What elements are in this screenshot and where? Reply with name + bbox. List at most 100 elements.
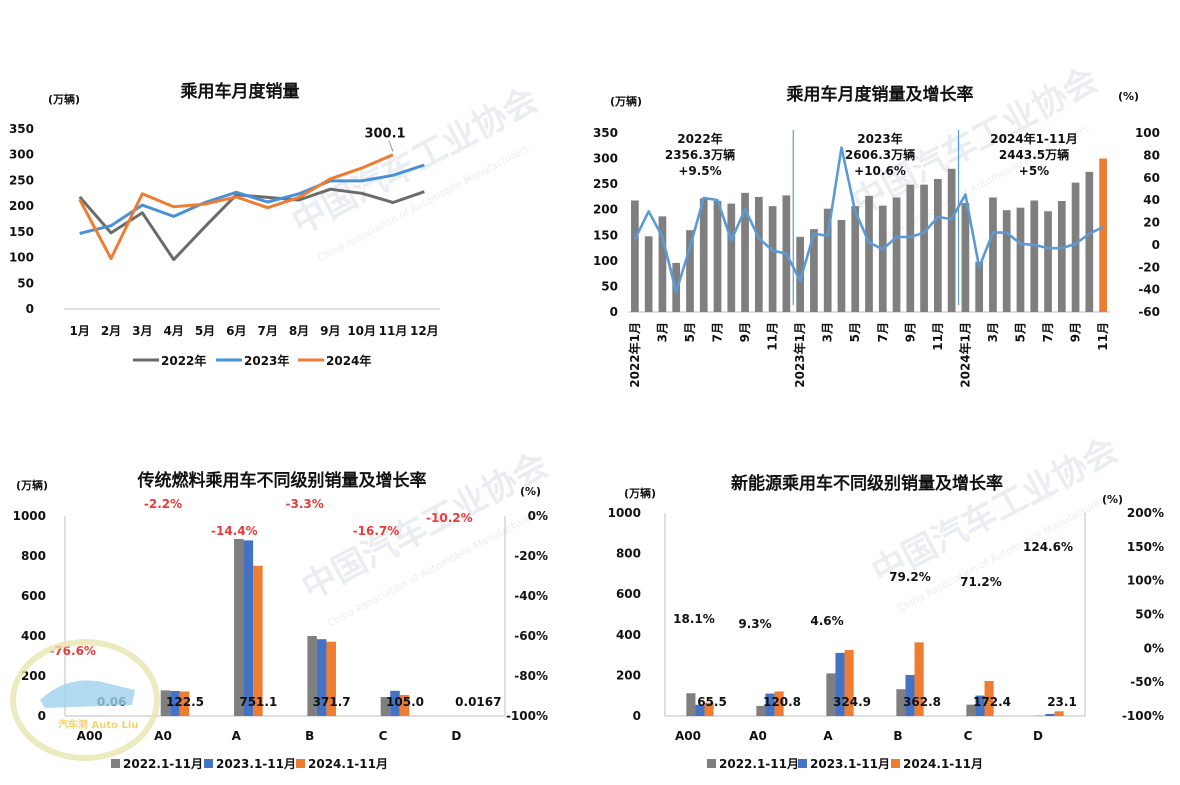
y-tick-label-left: 200 [616, 668, 641, 682]
x-tick-label: 5月 [848, 322, 862, 342]
legend-label: 2024年 [326, 353, 371, 368]
bar [390, 690, 400, 716]
growth-label: -2.2% [144, 497, 182, 511]
bar [741, 192, 749, 312]
period-annotation: +9.5% [678, 164, 721, 178]
y-tick-label-right: 200% [1127, 506, 1164, 520]
y-tick-label-left: 1000 [608, 506, 641, 520]
bar [686, 230, 694, 312]
bar [844, 650, 854, 716]
legend-label: 2023.1-11月 [810, 757, 890, 771]
bar [307, 636, 317, 716]
period-annotation: 2443.5万辆 [999, 147, 1069, 162]
y-tick-label-left: 0 [610, 305, 618, 319]
x-tick-label: 8月 [289, 324, 309, 338]
y-tick-label: 300 [9, 148, 34, 162]
y-tick-label-right: 0% [1144, 641, 1164, 655]
bar [1085, 171, 1094, 312]
bar [1054, 711, 1064, 716]
x-tick-label: 11月 [766, 322, 780, 351]
x-tick-label: A00 [675, 729, 701, 743]
bar [316, 639, 327, 716]
bar [756, 705, 766, 716]
bar [905, 674, 915, 716]
y-tick-label-right: -80% [514, 669, 548, 683]
bar [686, 693, 696, 716]
y-tick-label-right: -40 [1138, 283, 1160, 297]
y-tick-label-right: -100% [1122, 709, 1164, 723]
y-tick-label-right: -20% [514, 549, 548, 563]
y-tick-label-left: 200 [21, 669, 46, 683]
data-label: 120.8 [763, 695, 801, 709]
bar [243, 540, 254, 716]
legend-swatch [111, 759, 120, 768]
corner-logo-text: 汽车测 Auto Liu [58, 718, 138, 731]
y-axis-label-left: (万辆) [16, 478, 48, 492]
bar [961, 203, 970, 312]
bar [914, 642, 924, 716]
y-tick-label: 200 [9, 199, 34, 213]
y-tick-label-right: -20 [1138, 260, 1160, 274]
x-tick-label: 3月 [655, 322, 669, 342]
growth-label: 71.2% [960, 575, 1002, 589]
x-tick-label: A00 [77, 729, 103, 743]
y-tick-label-right: -100% [506, 709, 548, 723]
bar [695, 704, 705, 716]
x-tick-label: 12月 [410, 324, 439, 338]
bar [774, 691, 784, 716]
x-tick-label: B [305, 729, 314, 743]
legend-label: 2024.1-11月 [903, 757, 983, 771]
x-tick-label: 2月 [101, 324, 121, 338]
bar [380, 697, 391, 716]
y-tick-label-left: 800 [616, 547, 641, 561]
bar [934, 179, 942, 312]
y-tick-label: 100 [9, 251, 34, 265]
growth-label: 18.1% [673, 612, 715, 626]
y-tick-label-right: 80 [1143, 148, 1160, 162]
data-label: 751.1 [239, 695, 277, 709]
data-label: 122.5 [166, 695, 204, 709]
x-tick-label: 9月 [903, 322, 917, 342]
bar [1002, 210, 1011, 312]
x-tick-label: 5月 [683, 322, 697, 342]
growth-label: 9.3% [738, 617, 771, 631]
y-tick-label-left: 600 [616, 587, 641, 601]
bar [170, 691, 180, 716]
bar [754, 196, 763, 312]
y-axis-label-right: (%) [520, 485, 541, 498]
bar [1099, 158, 1107, 312]
bar [878, 205, 887, 312]
x-tick-label: D [1033, 729, 1043, 743]
y-tick-label-left: 0 [38, 709, 46, 723]
bar [906, 184, 915, 312]
growth-label: -14.4% [211, 524, 258, 538]
chart-monthly-sales-line: 乘用车月度销量 (万辆) 0 50 100 150 200 250 300 350 1月 2月 3月 4月… [9, 81, 440, 368]
x-tick-label: 7月 [257, 324, 277, 338]
bar [1016, 207, 1025, 312]
corner-logo: 汽车测 Auto Liu [10, 639, 160, 761]
y-axis-label-right: (%) [1102, 493, 1123, 506]
bar [234, 539, 244, 716]
y-tick-label-right: 0% [528, 509, 548, 523]
x-tick-label: 10月 [347, 324, 376, 338]
y-tick-label-left: 800 [21, 549, 46, 563]
x-tick-label: 6月 [226, 324, 246, 338]
bar [399, 695, 410, 716]
bar [865, 195, 873, 312]
bar [810, 229, 818, 312]
x-tick-label: A0 [154, 729, 172, 743]
y-tick-label-left: 50 [601, 279, 618, 293]
y-tick-label-left: 400 [616, 628, 641, 642]
x-tick-label: 11月 [379, 324, 408, 338]
legend-label: 2022年 [161, 353, 206, 368]
y-tick-label-right: 150% [1127, 540, 1164, 554]
bar [851, 206, 860, 312]
x-tick-label: C [379, 729, 388, 743]
data-label: 65.5 [697, 695, 727, 709]
bar [179, 691, 190, 716]
legend-swatch [296, 759, 305, 768]
bar [253, 565, 263, 716]
bar [765, 693, 775, 716]
line-series-2024年 [78, 153, 394, 261]
bar [896, 689, 906, 716]
